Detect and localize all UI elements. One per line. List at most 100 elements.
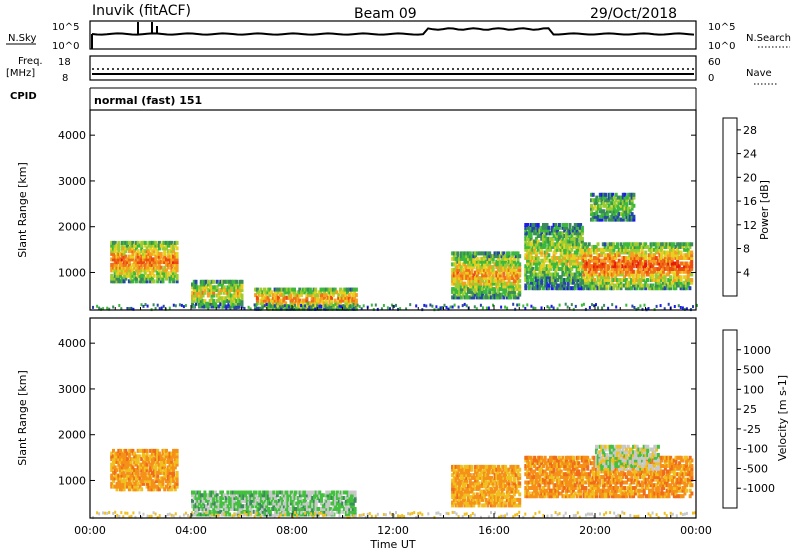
echo-cell <box>454 464 458 469</box>
echo-cell <box>566 239 570 244</box>
echo-cell <box>474 278 478 283</box>
echo-cell <box>509 486 513 491</box>
echo-cell <box>113 468 117 473</box>
echo-cell <box>542 264 545 269</box>
echo-cell <box>531 272 535 277</box>
echo-cell <box>113 268 117 273</box>
scatter-cell <box>506 306 509 310</box>
echo-cell <box>679 256 683 260</box>
echo-cell <box>627 192 631 197</box>
echo-cell <box>623 247 626 252</box>
echo-cell <box>651 253 655 258</box>
echo-cell <box>529 480 533 485</box>
echo-cell <box>490 489 493 494</box>
echo-cell <box>549 261 552 266</box>
echo-cell <box>498 475 502 480</box>
echo-cell <box>626 261 630 266</box>
echo-cell <box>205 304 209 309</box>
echo-cell <box>502 467 506 472</box>
echo-cell <box>134 462 138 467</box>
echo-cell <box>154 448 158 453</box>
echo-cell <box>575 245 579 249</box>
echo-cell <box>154 260 158 265</box>
echo-cell <box>463 287 467 292</box>
echo-cell <box>568 250 572 255</box>
echo-cell <box>268 306 272 311</box>
echo-cell <box>498 503 502 508</box>
echo-cell <box>140 262 144 267</box>
echo-cell <box>589 283 593 288</box>
echo-cell <box>669 258 672 263</box>
echo-cell <box>603 283 607 288</box>
echo-cell <box>161 246 165 251</box>
echo-cell <box>543 269 547 274</box>
echo-cell <box>549 242 552 247</box>
echo-cell <box>497 292 500 297</box>
echo-cell <box>337 496 341 500</box>
echo-cell <box>194 501 198 506</box>
echo-cell <box>112 265 115 270</box>
echo-cell <box>533 455 537 460</box>
echo-cell <box>605 256 609 260</box>
echo-cell <box>493 289 497 294</box>
echo-cell <box>351 306 355 311</box>
echo-cell <box>231 288 235 292</box>
echo-cell <box>314 501 318 506</box>
echo-cell <box>591 267 595 271</box>
echo-cell <box>612 214 616 219</box>
echo-cell <box>173 243 177 248</box>
echo-cell <box>113 451 117 456</box>
echo-cell <box>621 245 625 249</box>
echo-cell <box>351 501 355 506</box>
echo-cell <box>616 214 620 219</box>
echo-cell <box>470 489 474 494</box>
echo-cell <box>454 251 458 256</box>
echo-cell <box>150 268 154 273</box>
echo-cell <box>451 478 455 483</box>
echo-cell <box>607 195 611 200</box>
echo-cell <box>291 507 295 511</box>
echo-cell <box>454 492 458 497</box>
echo-cell <box>677 256 681 260</box>
echo-cell <box>467 489 470 494</box>
echo-cell <box>344 498 348 503</box>
echo-cell <box>463 481 467 486</box>
echo-cell <box>623 242 626 247</box>
echo-cell <box>568 245 572 249</box>
echo-cell <box>228 293 232 298</box>
echo-cell <box>632 214 636 219</box>
echo-cell <box>136 260 140 265</box>
echo-cell <box>490 270 493 275</box>
echo-cell <box>559 253 563 258</box>
echo-cell <box>495 473 499 478</box>
echo-cell <box>332 498 336 503</box>
echo-cell <box>628 264 632 269</box>
echo-cell <box>573 228 577 233</box>
echo-cell <box>191 490 194 495</box>
echo-cell <box>540 250 544 255</box>
echo-cell <box>557 242 561 247</box>
echo-cell <box>166 470 170 475</box>
echo-cell <box>284 295 288 300</box>
scatter-cell <box>441 306 444 309</box>
scatter-cell <box>227 303 230 307</box>
date-label: 29/Oct/2018 <box>590 6 677 22</box>
echo-cell <box>222 304 226 309</box>
echo-cell <box>206 498 210 503</box>
echo-cell <box>280 301 284 306</box>
echo-cell <box>120 468 124 473</box>
echo-cell <box>507 287 511 292</box>
echo-cell <box>493 262 497 267</box>
echo-cell <box>611 209 615 214</box>
echo-cell <box>495 270 499 275</box>
echo-cell <box>491 492 495 497</box>
echo-cell <box>120 271 124 276</box>
echo-cell <box>677 264 681 269</box>
echo-cell <box>534 267 538 271</box>
echo-cell <box>495 500 499 505</box>
echo-cell <box>456 251 460 256</box>
echo-cell <box>591 212 595 217</box>
echo-cell <box>311 501 315 506</box>
echo-cell <box>628 192 632 197</box>
echo-cell <box>529 275 533 280</box>
